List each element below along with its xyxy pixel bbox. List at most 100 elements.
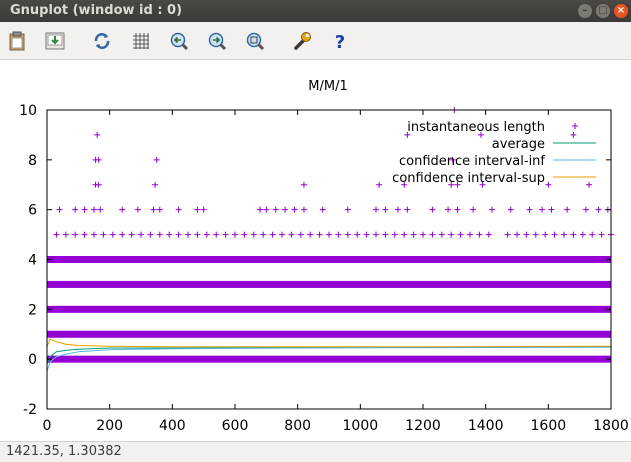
chart-title: M/M/1 — [308, 79, 347, 94]
export-button[interactable] — [43, 29, 67, 53]
data-point — [401, 181, 408, 188]
chart-canvas[interactable]: M/M/1 0 200 400 600 800 1000 1200 1400 1600 1800 -… — [0, 60, 631, 441]
data-point — [326, 231, 332, 238]
data-point — [586, 181, 593, 188]
data-point — [91, 206, 97, 213]
data-point — [72, 206, 79, 213]
minimize-button[interactable]: – — [578, 4, 592, 18]
data-point — [119, 206, 126, 213]
data-point — [479, 181, 486, 188]
mouse-coordinates-readout: 1421.35, 1.30382 — [6, 444, 122, 459]
data-point — [344, 206, 351, 213]
data-band-level-1 — [47, 330, 611, 338]
data-point — [232, 231, 238, 238]
export-icon — [45, 32, 65, 50]
data-point — [203, 231, 210, 238]
status-bar: 1421.35, 1.30382 — [0, 441, 631, 462]
data-point — [595, 206, 602, 213]
data-point — [561, 231, 567, 238]
data-point — [410, 231, 417, 238]
data-point — [95, 156, 102, 163]
data-point — [470, 206, 477, 213]
zoom-next-icon — [208, 32, 227, 51]
data-point — [429, 231, 436, 238]
toolbar: ? — [0, 22, 631, 60]
grid-button[interactable] — [129, 29, 153, 53]
data-point — [81, 206, 88, 213]
zoom-previous-button[interactable] — [167, 29, 191, 53]
data-point — [300, 181, 307, 188]
data-point — [288, 231, 295, 238]
y-tick-label: 10 — [19, 103, 37, 119]
data-point — [429, 206, 436, 213]
data-band-level-3 — [47, 280, 611, 288]
clipboard-icon — [9, 31, 25, 51]
data-point — [156, 206, 163, 213]
maximize-button[interactable]: □ — [596, 4, 610, 18]
data-band-level-0 — [47, 355, 611, 363]
x-tick-label: 1200 — [405, 418, 441, 434]
data-point — [514, 231, 520, 238]
y-tick-label: 6 — [28, 203, 37, 219]
data-point — [404, 131, 411, 138]
data-point — [150, 206, 157, 213]
data-point — [448, 181, 455, 188]
data-point — [95, 181, 102, 188]
y-tick-label: 0 — [28, 352, 37, 368]
x-tick-label: 400 — [159, 418, 186, 434]
data-point — [257, 206, 264, 213]
data-point — [222, 231, 229, 238]
data-point — [94, 131, 101, 138]
x-tick-label: 1600 — [531, 418, 567, 434]
zoom-previous-icon — [170, 32, 189, 51]
data-point — [119, 231, 126, 238]
data-point — [523, 231, 530, 238]
data-point — [344, 231, 351, 238]
data-point — [307, 231, 314, 238]
data-band-level-4 — [47, 256, 611, 263]
data-point — [152, 181, 159, 188]
svg-text:?: ? — [335, 32, 345, 52]
settings-button[interactable] — [290, 29, 314, 53]
data-point — [175, 206, 182, 213]
window-titlebar[interactable]: Gnuplot (window id : 0) – □ × — [0, 0, 631, 22]
data-point — [570, 231, 577, 238]
help-button[interactable]: ? — [328, 29, 352, 53]
autoscale-icon — [246, 32, 265, 51]
data-point — [454, 206, 461, 213]
close-button[interactable]: × — [614, 4, 628, 18]
zoom-next-button[interactable] — [205, 29, 229, 53]
data-point — [448, 231, 455, 238]
data-point — [488, 206, 495, 213]
legend-label: confidence interval-inf — [399, 154, 545, 169]
grid-icon — [133, 33, 149, 49]
data-point — [354, 231, 361, 238]
data-point — [260, 231, 267, 238]
y-tick-label: 8 — [28, 153, 37, 169]
data-point — [138, 231, 144, 238]
x-tick-label: 200 — [96, 418, 123, 434]
data-point — [507, 206, 514, 213]
data-point — [438, 231, 445, 238]
data-point — [373, 231, 379, 238]
x-tick-label: 0 — [43, 418, 52, 434]
data-point — [382, 231, 389, 238]
x-tick-label: 600 — [222, 418, 249, 434]
data-point — [282, 206, 289, 213]
data-point — [476, 231, 483, 238]
data-point — [376, 181, 383, 188]
data-point — [598, 231, 605, 238]
x-tick-label: 1800 — [593, 418, 629, 434]
window-title: Gnuplot (window id : 0) — [10, 3, 183, 18]
data-point — [504, 231, 511, 238]
data-point — [53, 231, 60, 238]
copy-to-clipboard-button[interactable] — [5, 29, 29, 53]
data-point — [263, 206, 270, 213]
autoscale-button[interactable] — [243, 29, 267, 53]
plot-area[interactable]: M/M/1 0 200 400 600 800 1000 1200 1400 1600 1800 -… — [0, 60, 631, 441]
data-point — [373, 206, 379, 213]
settings-wrench-icon — [294, 32, 311, 50]
replot-button[interactable] — [90, 29, 114, 53]
data-point — [272, 206, 279, 213]
data-point — [539, 206, 546, 213]
